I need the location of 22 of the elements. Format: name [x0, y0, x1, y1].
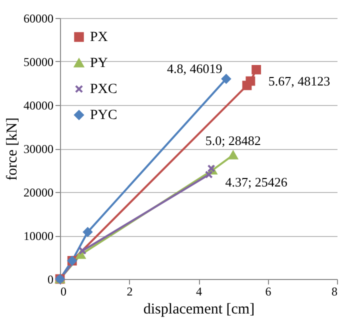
y-tick-label: 10000 — [24, 229, 54, 243]
x-tick-label: 4 — [196, 284, 202, 298]
y-tick-label: 50000 — [24, 55, 54, 69]
x-tick-label: 2 — [126, 284, 133, 298]
legend-label: PYC — [90, 108, 118, 123]
x-axis-title: displacement [cm] — [143, 302, 255, 318]
annotation: 4.8, 46019 — [166, 60, 222, 76]
y-tick-label: 40000 — [24, 98, 54, 112]
legend-label: PX — [90, 30, 108, 45]
x-tick-label: 0 — [60, 284, 66, 298]
y-tick-label: 0 — [48, 272, 54, 286]
x-tick-label: 6 — [265, 284, 272, 298]
annotation: 4.37; 25426 — [225, 174, 288, 190]
annotation: 5.67, 48123 — [268, 74, 330, 89]
x-tick-label: 8 — [332, 284, 338, 298]
y-axis-title: force [kN] — [4, 118, 20, 180]
legend-label: PXC — [90, 82, 118, 97]
annotation: 5.0; 28482 — [205, 133, 261, 148]
y-tick-label: 60000 — [24, 12, 54, 26]
y-tick-label: 30000 — [24, 142, 54, 156]
y-tick-label: 20000 — [24, 186, 54, 200]
legend-label: PY — [90, 56, 108, 71]
